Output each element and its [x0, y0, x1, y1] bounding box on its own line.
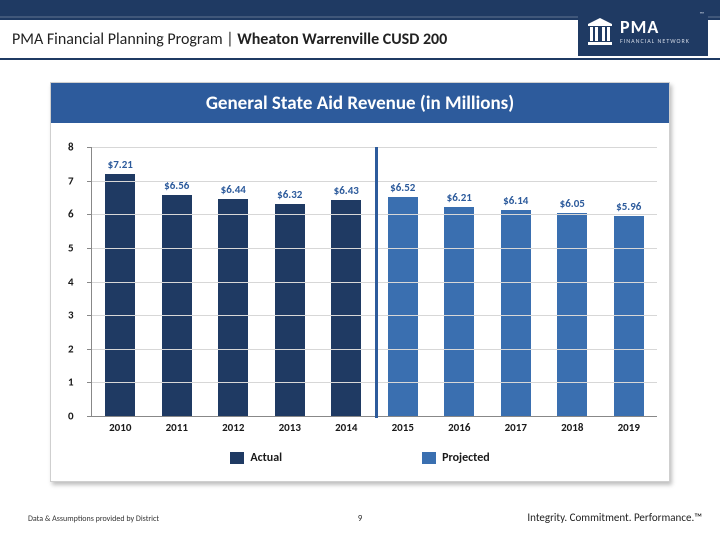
y-axis-label: 0 — [68, 410, 74, 423]
header-client: Wheaton Warrenville CUSD 200 — [237, 30, 447, 49]
legend-swatch-actual — [230, 452, 244, 464]
y-tick — [87, 248, 92, 249]
y-axis-label: 3 — [68, 309, 74, 322]
y-tick — [87, 147, 92, 148]
page-number: 9 — [358, 513, 363, 524]
x-axis-label: 2011 — [166, 421, 188, 434]
y-tick — [87, 382, 92, 383]
bar-value-label: $6.32 — [277, 188, 302, 201]
legend-item-projected: Projected — [422, 451, 490, 465]
legend-label-actual: Actual — [250, 451, 282, 465]
bar-value-label: $5.96 — [616, 200, 641, 213]
bar — [105, 174, 135, 416]
chart-card: General State Aid Revenue (in Millions) … — [50, 82, 670, 482]
y-tick — [87, 416, 92, 417]
series-divider — [375, 147, 378, 418]
header-separator: | — [223, 30, 238, 49]
legend: Actual Projected — [51, 451, 669, 465]
bar-value-label: $6.14 — [503, 194, 528, 207]
legend-swatch-projected — [422, 452, 436, 464]
y-axis-label: 2 — [68, 342, 74, 355]
pillar-icon — [586, 16, 614, 46]
x-axis-label: 2016 — [448, 421, 470, 434]
header-program: PMA Financial Planning Program — [12, 30, 223, 49]
bar — [501, 210, 531, 416]
logo-subtitle: FINANCIAL NETWORK — [620, 38, 690, 44]
y-axis-label: 8 — [68, 141, 74, 154]
bar — [331, 200, 361, 416]
x-axis-label: 2019 — [618, 421, 640, 434]
logo-text: PMA FINANCIAL NETWORK — [620, 18, 690, 44]
y-axis-label: 6 — [68, 208, 74, 221]
x-axis-label: 2013 — [279, 421, 301, 434]
trademark-icon: ™ — [700, 10, 704, 18]
legend-label-projected: Projected — [442, 451, 490, 465]
y-tick — [87, 214, 92, 215]
bar-value-label: $6.43 — [334, 184, 359, 197]
y-axis-label: 7 — [68, 174, 74, 187]
bar — [218, 199, 248, 416]
bar — [275, 204, 305, 417]
bar-value-label: $6.44 — [221, 183, 246, 196]
bar-value-label: $7.21 — [108, 158, 133, 171]
pma-logo: ™ PMA FINANCIAL NETWORK — [578, 6, 708, 56]
x-axis-label: 2014 — [335, 421, 357, 434]
header-title: PMA Financial Planning Program | Wheaton… — [12, 30, 447, 49]
legend-item-actual: Actual — [230, 451, 282, 465]
x-axis-label: 2017 — [505, 421, 527, 434]
y-axis-label: 4 — [68, 275, 74, 288]
bar-value-label: $6.21 — [447, 191, 472, 204]
chart-title-bar: General State Aid Revenue (in Millions) — [51, 83, 669, 123]
x-axis-label: 2015 — [392, 421, 414, 434]
y-tick — [87, 282, 92, 283]
logo-brand: PMA — [620, 18, 690, 36]
bar — [444, 207, 474, 416]
x-axis-label: 2012 — [222, 421, 244, 434]
footer-note: Data & Assumptions provided by District — [28, 514, 159, 524]
chart-title: General State Aid Revenue (in Millions) — [206, 92, 514, 115]
x-axis-label: 2018 — [561, 421, 583, 434]
slide: PMA Financial Planning Program | Wheaton… — [0, 0, 720, 540]
x-axis-label: 2010 — [109, 421, 131, 434]
y-tick — [87, 349, 92, 350]
y-axis-label: 5 — [68, 241, 74, 254]
y-axis-label: 1 — [68, 376, 74, 389]
y-tick — [87, 315, 92, 316]
footer-tagline: Integrity. Commitment. Performance.™ — [527, 511, 702, 524]
bar-value-label: $6.52 — [390, 181, 415, 194]
y-tick — [87, 181, 92, 182]
plot-area: $7.212010$6.562011$6.442012$6.322013$6.4… — [91, 147, 657, 417]
bar-value-label: $6.05 — [560, 197, 585, 210]
